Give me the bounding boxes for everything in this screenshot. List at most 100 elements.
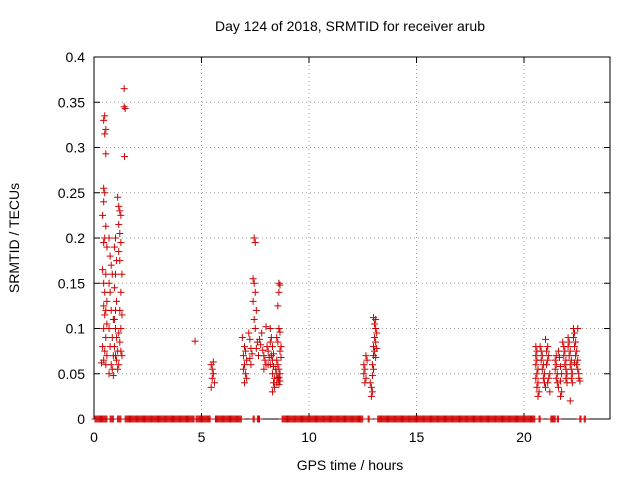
data-point <box>552 374 560 382</box>
data-point <box>260 365 268 373</box>
y-tick-label: 0.4 <box>66 49 86 65</box>
data-point <box>571 329 579 337</box>
data-point <box>274 338 282 346</box>
data-point <box>536 415 544 423</box>
data-point <box>362 352 370 360</box>
y-tick-label: 0.1 <box>66 321 86 337</box>
data-point <box>572 352 580 360</box>
data-point <box>276 377 284 385</box>
data-point <box>361 365 369 373</box>
data-point <box>546 388 554 396</box>
data-point <box>271 383 279 391</box>
data-point <box>558 388 566 396</box>
data-point <box>210 379 218 387</box>
data-point <box>114 193 122 201</box>
data-point <box>256 335 264 343</box>
data-point <box>98 359 106 367</box>
data-point <box>116 229 124 237</box>
data-point <box>241 343 248 351</box>
data-point <box>368 388 376 396</box>
chart-title: Day 124 of 2018, SRMTID for receiver aru… <box>215 18 485 34</box>
data-point <box>208 374 216 382</box>
data-point <box>251 239 259 247</box>
data-point <box>121 153 129 161</box>
y-tick-label: 0.3 <box>66 140 86 156</box>
data-point <box>268 343 276 351</box>
data-point <box>557 377 565 385</box>
data-point <box>102 150 110 158</box>
data-point <box>113 297 121 305</box>
data-point <box>360 361 368 369</box>
data-point <box>534 379 542 387</box>
data-point <box>544 343 552 351</box>
data-point <box>368 372 376 380</box>
data-point <box>365 415 373 423</box>
data-point <box>274 361 282 369</box>
data-point <box>372 325 380 332</box>
data-point <box>370 314 377 322</box>
data-point <box>241 379 248 387</box>
data-point <box>102 270 110 278</box>
data-point <box>239 365 247 373</box>
data-point <box>544 356 552 364</box>
data-point <box>542 383 549 391</box>
data-point <box>565 352 573 360</box>
x-tick-label: 5 <box>198 429 206 445</box>
data-point <box>372 353 380 361</box>
x-tick-label: 15 <box>409 429 425 445</box>
data-point <box>270 350 278 358</box>
data-point <box>360 370 368 378</box>
x-tick-label: 20 <box>516 429 532 445</box>
data-point <box>275 279 283 287</box>
data-point <box>273 334 281 342</box>
data-point <box>102 334 110 342</box>
data-point <box>121 105 129 113</box>
data-point <box>266 338 274 346</box>
data-point <box>559 338 567 346</box>
data-point <box>242 347 250 355</box>
data-point <box>275 325 283 332</box>
data-points <box>91 85 589 423</box>
data-point <box>276 281 284 289</box>
data-point <box>259 346 267 354</box>
data-point <box>554 347 562 355</box>
data-point <box>112 234 119 242</box>
data-point <box>373 344 381 352</box>
y-tick-label: 0.2 <box>66 230 86 246</box>
data-point <box>110 315 118 323</box>
data-point <box>100 239 108 247</box>
data-point <box>209 370 217 378</box>
data-point <box>102 125 110 133</box>
data-point <box>535 388 543 396</box>
data-point <box>107 361 115 369</box>
data-point <box>249 275 257 283</box>
data-point <box>553 379 561 387</box>
data-point <box>118 352 126 360</box>
data-point <box>538 352 546 360</box>
data-point <box>100 184 108 192</box>
data-point <box>543 347 551 355</box>
data-point <box>574 365 582 373</box>
data-point <box>116 306 124 314</box>
data-point <box>112 352 119 360</box>
data-point <box>101 347 109 355</box>
data-point <box>101 311 109 319</box>
x-tick-label: 10 <box>301 429 317 445</box>
data-point <box>109 372 117 380</box>
data-point <box>275 288 283 296</box>
data-point <box>115 248 123 256</box>
data-point <box>237 415 245 423</box>
data-point <box>250 234 258 242</box>
data-point <box>368 361 376 369</box>
data-point <box>533 383 541 391</box>
data-point <box>567 365 575 373</box>
data-point <box>258 329 266 337</box>
data-point <box>266 361 274 369</box>
data-point <box>275 381 283 389</box>
data-point <box>538 365 546 373</box>
data-point <box>564 343 572 351</box>
data-point <box>557 392 565 400</box>
data-point <box>565 338 573 346</box>
data-point <box>576 377 584 385</box>
